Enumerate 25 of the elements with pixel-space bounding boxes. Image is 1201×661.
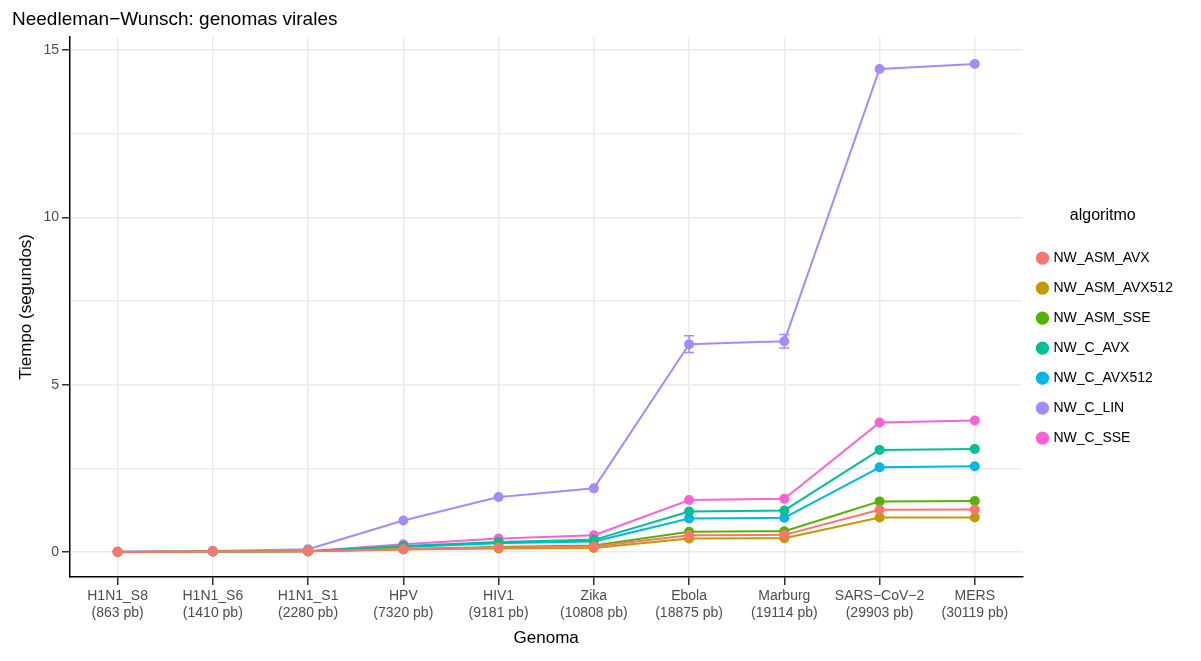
x-tick-label: H1N1_S6 (1410 pb) [182, 587, 244, 621]
x-tick-label: H1N1_S8 (863 pb) [87, 587, 149, 621]
chart-title: Needleman−Wunsch: genomas virales [12, 7, 338, 29]
legend-title: algoritmo [1069, 206, 1136, 224]
x-tick-label: HPV (7320 pb) [373, 587, 434, 621]
y-tick-label: 0 [51, 542, 60, 559]
x-axis-title: Genoma [513, 628, 580, 648]
x-tick-label: SARS−CoV−2 (29903 pb) [834, 587, 925, 621]
legend-label: NW_ASM_AVX [1053, 248, 1151, 265]
y-axis-title: Tiempo (segundos) [15, 233, 35, 380]
x-tick-label: Ebola (18875 pb) [655, 587, 723, 621]
legend-label: NW_C_SSE [1053, 428, 1131, 445]
legend-label: NW_ASM_AVX512 [1053, 278, 1174, 295]
legend-label: NW_C_AVX512 [1053, 368, 1153, 385]
y-tick-label: 10 [43, 208, 60, 225]
x-tick-label: Marburg (19114 pb) [750, 587, 818, 621]
legend-label: NW_C_AVX [1053, 338, 1131, 355]
x-tick-label: Zika (10808 pb) [559, 587, 628, 621]
x-tick-label: HIV1 (9181 pb) [468, 587, 529, 621]
legend-label: NW_ASM_SSE [1053, 308, 1151, 325]
legend-label: NW_C_LIN [1053, 398, 1125, 415]
y-tick-label: 15 [43, 41, 60, 58]
x-tick-label: H1N1_S1 (2280 pb) [277, 587, 339, 621]
x-tick-label: MERS (30119 pb) [941, 587, 1009, 621]
y-tick-label: 5 [51, 375, 60, 392]
